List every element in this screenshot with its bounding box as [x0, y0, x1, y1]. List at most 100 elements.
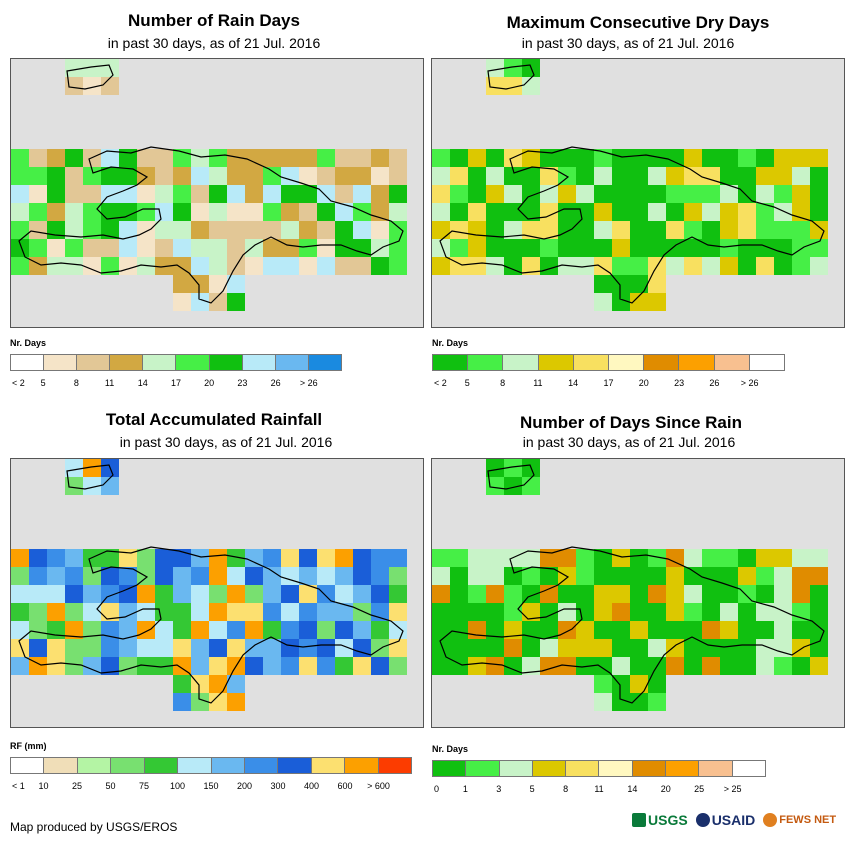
legend-swatch [632, 761, 667, 776]
legend-title: RF (mm) [10, 741, 47, 751]
coastline [439, 146, 825, 304]
legend-swatch [209, 355, 243, 370]
legend-swatch [433, 761, 467, 776]
legend-label: 20 [638, 378, 649, 388]
legend-labels: < 2 5 8 11 14 17 20 23 26 > 26 [432, 378, 785, 390]
legend-swatch [176, 355, 210, 370]
legend-labels: < 2 5 8 11 14 17 20 23 26 > 26 [10, 378, 342, 390]
legend-swatch [433, 355, 469, 370]
legend-swatch [749, 355, 785, 370]
legend-swatch [378, 758, 412, 773]
panel-title: Number of Rain Days [128, 11, 300, 30]
legend-swatch [275, 355, 309, 370]
legend-label: 8 [563, 784, 569, 794]
legend-label: 11 [533, 378, 543, 388]
legend-label: 100 [169, 781, 186, 791]
legend-labels: < 1 10 25 50 75 100 150 200 300 400 600 > 600 [10, 781, 412, 793]
coastline [439, 546, 825, 704]
legend-swatch [211, 758, 245, 773]
legend-label: > 26 [740, 378, 759, 388]
legend-label: > 25 [723, 784, 742, 794]
legend-swatch [11, 758, 45, 773]
coastline [66, 464, 114, 490]
legend-label: 20 [660, 784, 671, 794]
coastline [18, 146, 404, 304]
legend-swatch [345, 758, 379, 773]
legend-label: 8 [500, 378, 506, 388]
logo-strip: USGS USAID FEWS NET [632, 808, 848, 832]
legend-label: 17 [603, 378, 614, 388]
coastline [487, 464, 535, 490]
map-days-since-rain [431, 458, 845, 728]
legend-swatch [77, 758, 112, 773]
map-rain-days [10, 58, 424, 328]
legend-swatch [77, 355, 111, 370]
legend-title: Nr. Days [10, 338, 47, 348]
legend-label: 26 [709, 378, 720, 388]
legend-label: 5 [40, 378, 46, 388]
legend-swatch [499, 761, 533, 776]
coastline [66, 64, 114, 90]
legend-label: 3 [496, 784, 502, 794]
legend-swatch [143, 355, 177, 370]
legend-label: 11 [104, 378, 115, 388]
legend-label: 5 [464, 378, 470, 388]
legend-swatch [244, 758, 279, 773]
legend-swatch [144, 758, 179, 773]
legend-swatch [466, 761, 500, 776]
legend-label: 8 [73, 378, 79, 388]
legend-label: 26 [270, 378, 281, 388]
legend-label: 400 [303, 781, 320, 791]
legend-swatch [468, 355, 504, 370]
legend-label: 200 [236, 781, 253, 791]
legend-title: Nr. Days [432, 338, 469, 348]
legend-swatch [532, 761, 567, 776]
legend-label: < 2 [434, 378, 447, 388]
panel-subtitle: in past 30 days, as of 21 Jul. 2016 [119, 434, 333, 450]
legend-label: 25 [694, 784, 705, 794]
legend-swatch [732, 761, 765, 776]
legend-label: 14 [568, 378, 579, 388]
legend-swatch [666, 761, 700, 776]
legend-swatch [609, 355, 645, 370]
legend-label: 75 [138, 781, 150, 791]
map-total-rainfall [10, 458, 424, 728]
legend-swatch [599, 761, 633, 776]
legend-title: Nr. Days [432, 744, 469, 754]
panel-subtitle: in past 30 days, as of 21 Jul. 2016 [107, 35, 321, 51]
legend-swatch [311, 758, 346, 773]
legend-swatch [278, 758, 312, 773]
map-credit: Map produced by USGS/EROS [10, 820, 178, 834]
legend-label: 25 [71, 781, 83, 791]
legend-swatch [503, 355, 539, 370]
legend-swatch [714, 355, 750, 370]
legend-label: 50 [105, 781, 116, 791]
legend-bar [10, 354, 342, 371]
legend-label: 600 [337, 781, 353, 791]
legend-swatch [566, 761, 600, 776]
legend-swatch [538, 355, 574, 370]
legend-label: 23 [674, 378, 685, 388]
legend-swatch [644, 355, 680, 370]
legend-label: 5 [529, 784, 535, 794]
legend-swatch [178, 758, 212, 773]
legend-label: > 600 [367, 781, 390, 791]
legend-label: 300 [270, 781, 286, 791]
legend-label: < 2 [12, 378, 25, 388]
legend-label: 150 [203, 781, 219, 791]
panel-subtitle: in past 30 days, as of 21 Jul. 2016 [522, 434, 736, 450]
legend-swatch [44, 758, 78, 773]
usaid-logo: USAID [695, 812, 755, 828]
map-max-dry-days [431, 58, 845, 328]
panel-subtitle: in past 30 days, as of 21 Jul. 2016 [521, 35, 735, 51]
legend-bar [10, 757, 412, 774]
legend-label: 10 [38, 781, 49, 791]
legend-label: 14 [627, 784, 638, 794]
legend-swatch [699, 761, 733, 776]
legend-swatch [573, 355, 610, 370]
legend-label: 11 [594, 784, 604, 794]
legend-swatch [242, 355, 276, 370]
legend-swatch [44, 355, 78, 370]
legend-label: < 1 [12, 781, 25, 791]
legend-label: 23 [237, 378, 248, 388]
